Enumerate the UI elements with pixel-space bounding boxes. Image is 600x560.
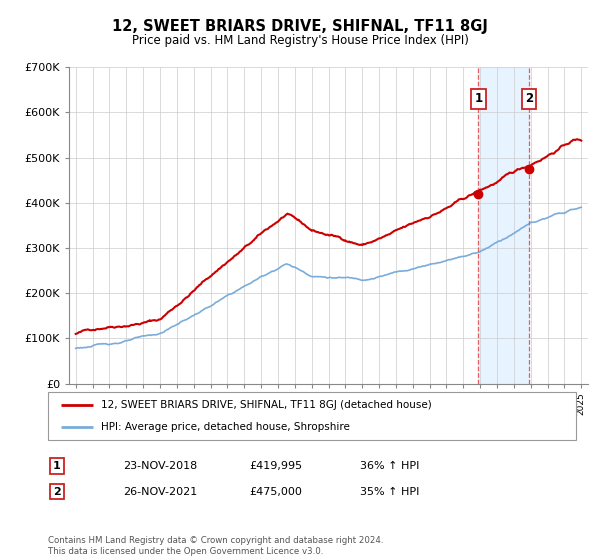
Text: Price paid vs. HM Land Registry's House Price Index (HPI): Price paid vs. HM Land Registry's House …	[131, 34, 469, 47]
Text: Contains HM Land Registry data © Crown copyright and database right 2024.
This d: Contains HM Land Registry data © Crown c…	[48, 536, 383, 556]
Text: 36% ↑ HPI: 36% ↑ HPI	[360, 461, 419, 471]
Text: 1: 1	[475, 92, 482, 105]
FancyBboxPatch shape	[48, 392, 576, 440]
Text: 2: 2	[53, 487, 61, 497]
Text: 12, SWEET BRIARS DRIVE, SHIFNAL, TF11 8GJ: 12, SWEET BRIARS DRIVE, SHIFNAL, TF11 8G…	[112, 20, 488, 34]
Text: 2: 2	[525, 92, 533, 105]
Text: 1: 1	[53, 461, 61, 471]
Text: HPI: Average price, detached house, Shropshire: HPI: Average price, detached house, Shro…	[101, 422, 350, 432]
Text: 35% ↑ HPI: 35% ↑ HPI	[360, 487, 419, 497]
Text: 26-NOV-2021: 26-NOV-2021	[123, 487, 197, 497]
Text: £419,995: £419,995	[249, 461, 302, 471]
Text: 23-NOV-2018: 23-NOV-2018	[123, 461, 197, 471]
Text: 12, SWEET BRIARS DRIVE, SHIFNAL, TF11 8GJ (detached house): 12, SWEET BRIARS DRIVE, SHIFNAL, TF11 8G…	[101, 400, 431, 410]
Bar	[478, 67, 529, 384]
Text: £475,000: £475,000	[249, 487, 302, 497]
